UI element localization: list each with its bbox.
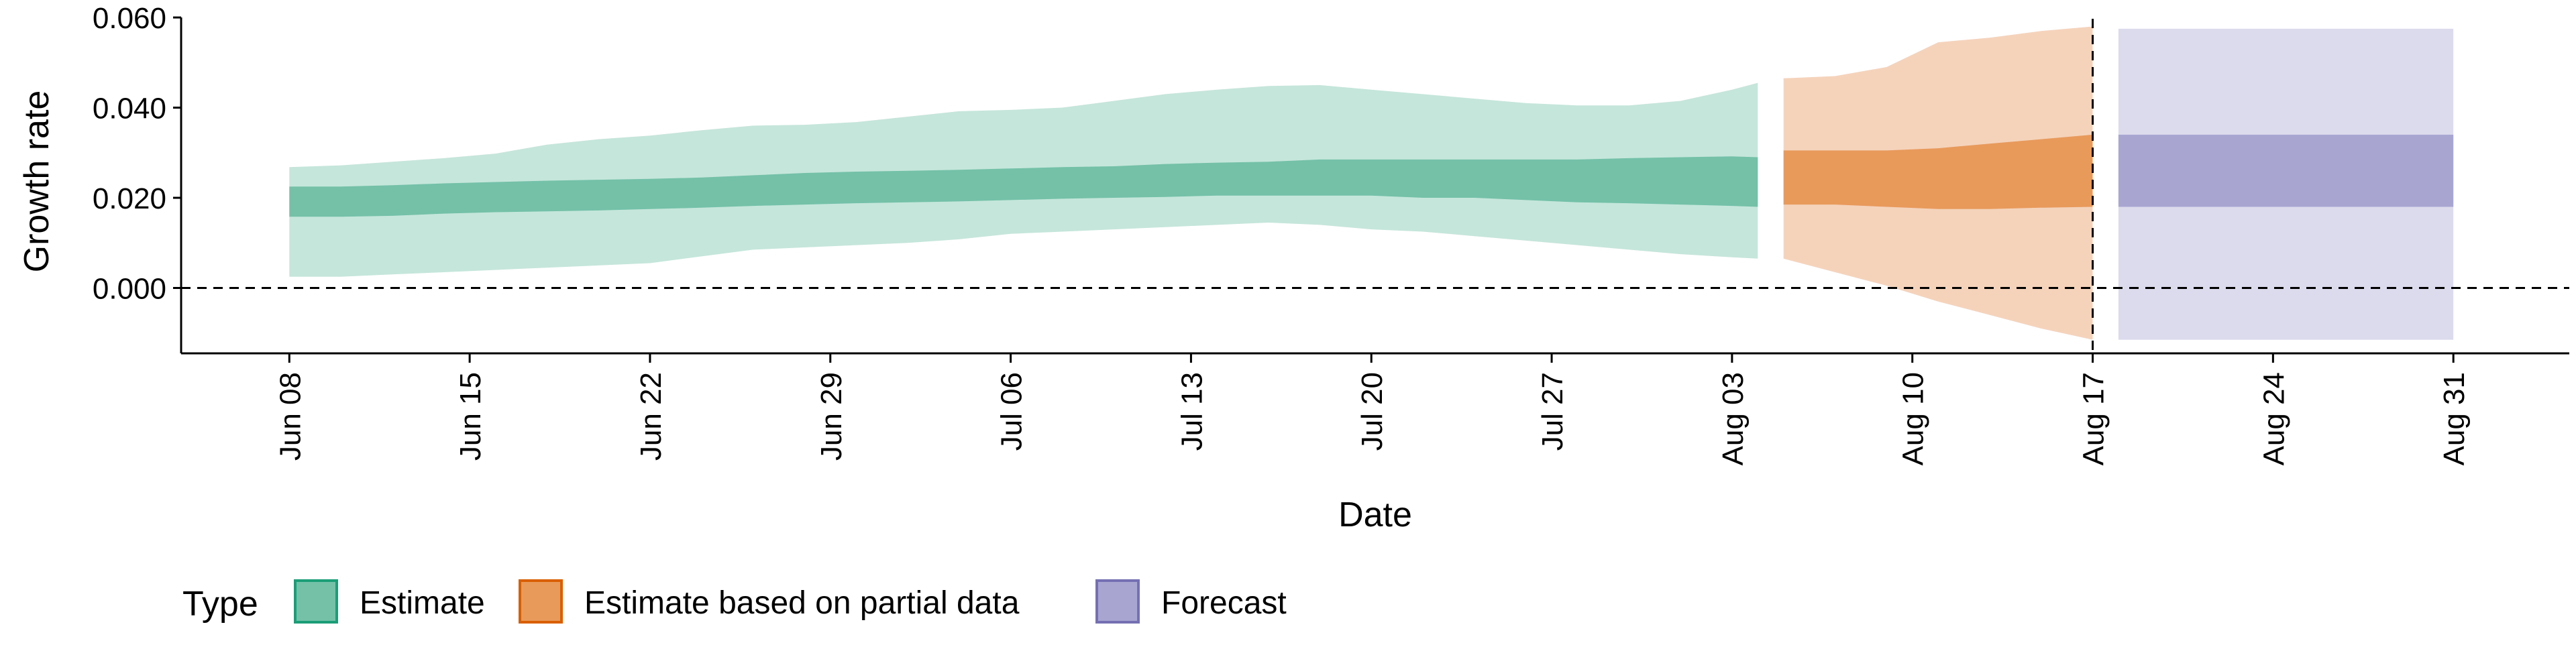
- legend: Type Estimate Estimate based on partial d…: [182, 579, 1287, 624]
- x-axis-title: Date: [1338, 495, 1412, 534]
- legend-label-estimate-based-on-partial-data: Estimate based on partial data: [584, 585, 1020, 621]
- x-tick-label: Jun 15: [454, 372, 487, 461]
- y-tick-label: 0.020: [93, 182, 166, 215]
- x-tick-label: Aug 10: [1897, 372, 1930, 465]
- forecast-inner-band: [2118, 134, 2454, 207]
- x-tick-label: Jun 29: [815, 372, 848, 461]
- x-ticks: Jun 08 Jun 15 Jun 22 Jun 29 Jul 06 Jul 13 Jul …: [274, 353, 2471, 465]
- reference-lines-layer: [181, 19, 2569, 353]
- x-tick-label: Aug 24: [2257, 372, 2290, 465]
- y-axis-title: Growth rate: [17, 91, 56, 273]
- x-tick-label: Jun 22: [635, 372, 667, 461]
- estimate-based-on-partial-data-inner-band: [1783, 134, 2093, 209]
- legend-title: Type: [182, 585, 258, 624]
- x-tick-label: Aug 31: [2438, 372, 2471, 465]
- x-tick-label: Jul 13: [1175, 372, 1208, 451]
- y-tick-label: 0.000: [93, 273, 166, 306]
- x-tick-label: Jul 27: [1536, 372, 1569, 451]
- x-tick-label: Jun 08: [274, 372, 307, 461]
- legend-swatch-estimate-based-on-partial-data: [519, 579, 563, 624]
- estimate-inner-band: [289, 156, 1758, 217]
- x-tick-label: Aug 03: [1717, 372, 1750, 465]
- legend-swatch-forecast: [1095, 579, 1140, 624]
- y-tick-label: 0.040: [93, 93, 166, 125]
- bands-layer: [289, 26, 2454, 340]
- x-tick-label: Aug 17: [2078, 372, 2110, 465]
- y-ticks: 0.000 0.020 0.040 0.060: [93, 2, 181, 306]
- legend-swatch-estimate: [294, 579, 338, 624]
- legend-label-forecast: Forecast: [1161, 585, 1287, 621]
- legend-label-estimate: Estimate: [360, 585, 485, 621]
- y-tick-label: 0.060: [93, 2, 166, 35]
- x-tick-label: Jul 06: [996, 372, 1028, 451]
- x-tick-label: Jul 20: [1356, 372, 1389, 451]
